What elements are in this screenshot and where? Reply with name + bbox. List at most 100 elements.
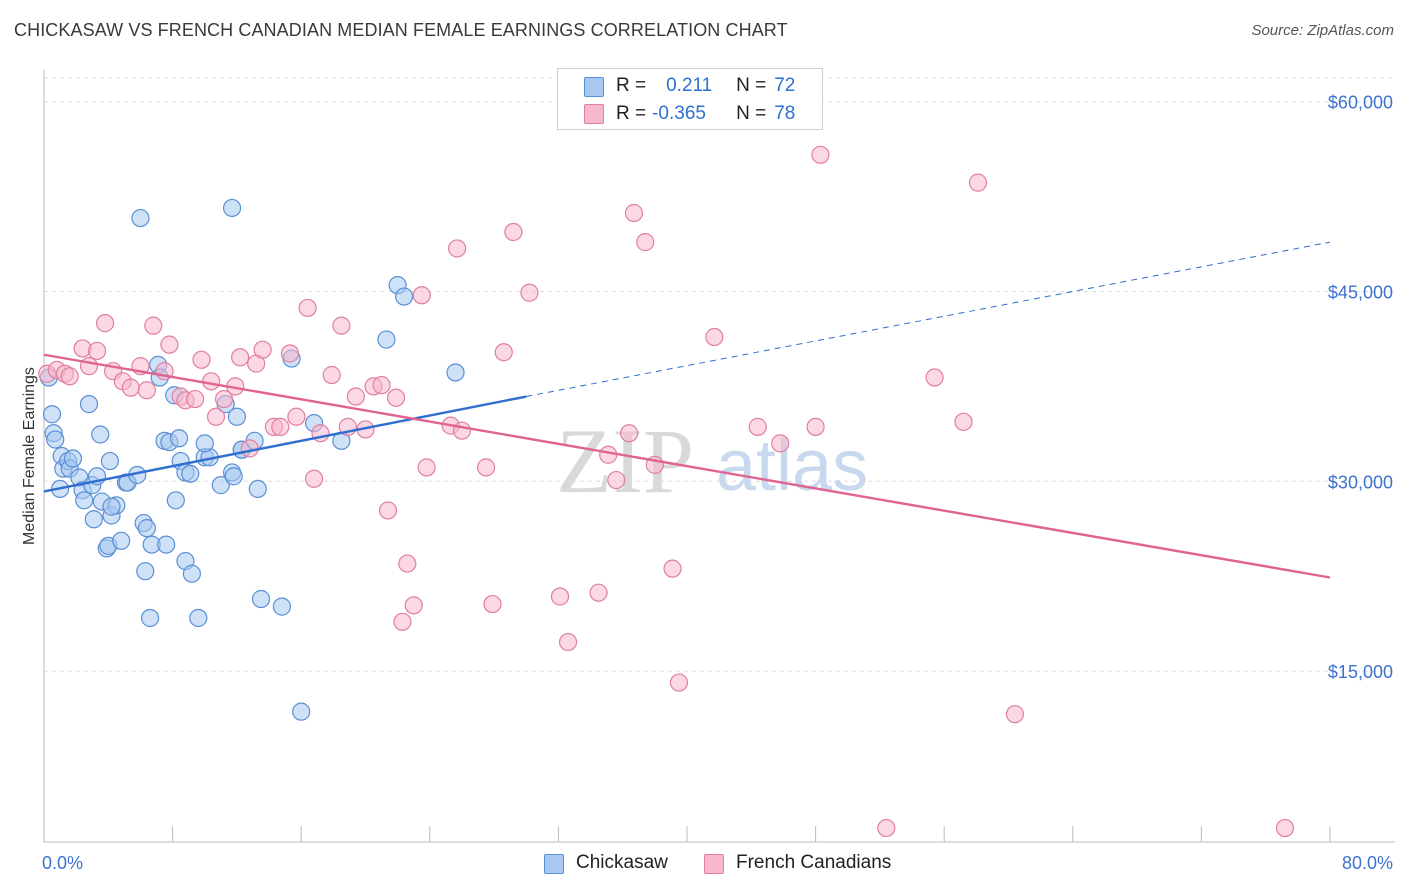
y-tick-label: $15,000 [1328,662,1393,682]
data-point [251,589,271,609]
data-point [182,564,201,583]
data-point [446,363,465,382]
data-point [811,145,830,164]
data-point [377,330,396,349]
data-point [636,233,655,252]
data-point [272,597,292,616]
data-point [189,608,208,628]
data-point [705,327,724,347]
data-point [160,335,179,354]
data-point [211,476,230,495]
data-point [386,388,406,407]
data-point [140,608,160,628]
data-point [298,298,317,318]
axes [43,70,1395,843]
y-tick-label: $60,000 [1328,93,1393,113]
data-point [95,314,115,333]
legend-n-label: N = [736,103,767,124]
data-point [75,491,94,510]
data-point [136,562,155,581]
data-point [287,407,306,426]
data-point [79,357,99,376]
trend-line-french-canadians [43,353,1331,579]
data-point [393,612,412,631]
data-point [87,341,107,361]
data-point [280,344,300,363]
grid-lines [44,77,1395,672]
data-point [806,417,825,436]
data-point [137,381,156,400]
data-point [169,429,189,448]
bottom-legend-label: French Canadians [736,852,892,873]
data-point [520,283,539,302]
data-point [304,469,324,488]
data-point [46,430,65,449]
data-point [144,316,163,335]
trend-lines [43,241,1331,579]
data-point [448,239,467,258]
data-point [332,316,351,335]
data-point [771,434,790,453]
data-point [394,287,414,306]
chart-title: CHICKASAW VS FRENCH CANADIAN MEDIAN FEMA… [14,20,788,40]
legend-n-value: 72 [774,75,796,96]
data-point [102,497,121,516]
data-point [558,632,578,652]
legend-n-value: 78 [774,103,796,124]
data-point [240,439,259,458]
data-point [1005,705,1025,724]
data-point [231,348,250,367]
legend-swatch-pink [584,104,604,124]
data-point [79,395,99,414]
data-point [248,479,267,499]
legend-r-label: R = [616,103,647,124]
data-point [224,467,243,486]
data-point [202,372,221,391]
trend-line-chickasaw [43,395,527,493]
data-point [271,417,290,436]
data-point [1275,818,1295,838]
data-point [157,535,176,554]
data-point [346,387,365,406]
data-point [968,173,988,192]
data-point [186,389,205,409]
data-point [192,350,211,369]
data-point [624,203,644,223]
y-tick-label: $45,000 [1328,282,1393,302]
data-point [669,673,689,692]
data-point [195,434,214,453]
bottom-legend-swatch-blue [544,854,564,874]
data-point [476,458,496,477]
data-point [214,389,234,409]
data-point [452,421,472,440]
data-point [112,531,131,550]
data-point [954,412,973,431]
x-tick-label: 0.0% [42,853,83,873]
data-point [91,425,110,444]
series-french-canadians [38,145,1295,838]
data-point [550,587,570,606]
data-point [589,583,608,602]
data-point [227,407,246,426]
data-point [607,470,626,490]
data-point [925,368,944,387]
legend-r-label: R = [616,75,647,96]
data-point [620,424,639,443]
data-point [748,417,767,436]
bottom-legend-swatch-pink [704,854,724,874]
stats-legend: R = 0.211 N = 72 R = -0.365 N = 78 [557,68,823,130]
series-chickasaw [39,198,465,721]
data-point [222,198,242,218]
data-point [663,559,682,578]
source-label: Source: ZipAtlas.com [1251,22,1394,39]
data-point [100,451,120,471]
data-point [483,594,502,614]
data-point [121,378,140,397]
data-point [877,818,896,838]
data-point [504,222,523,242]
legend-n-label: N = [736,75,767,96]
data-point [398,554,417,573]
legend-row-french-canadians: R = -0.365 N = 78 [616,100,795,128]
data-point [84,510,103,529]
